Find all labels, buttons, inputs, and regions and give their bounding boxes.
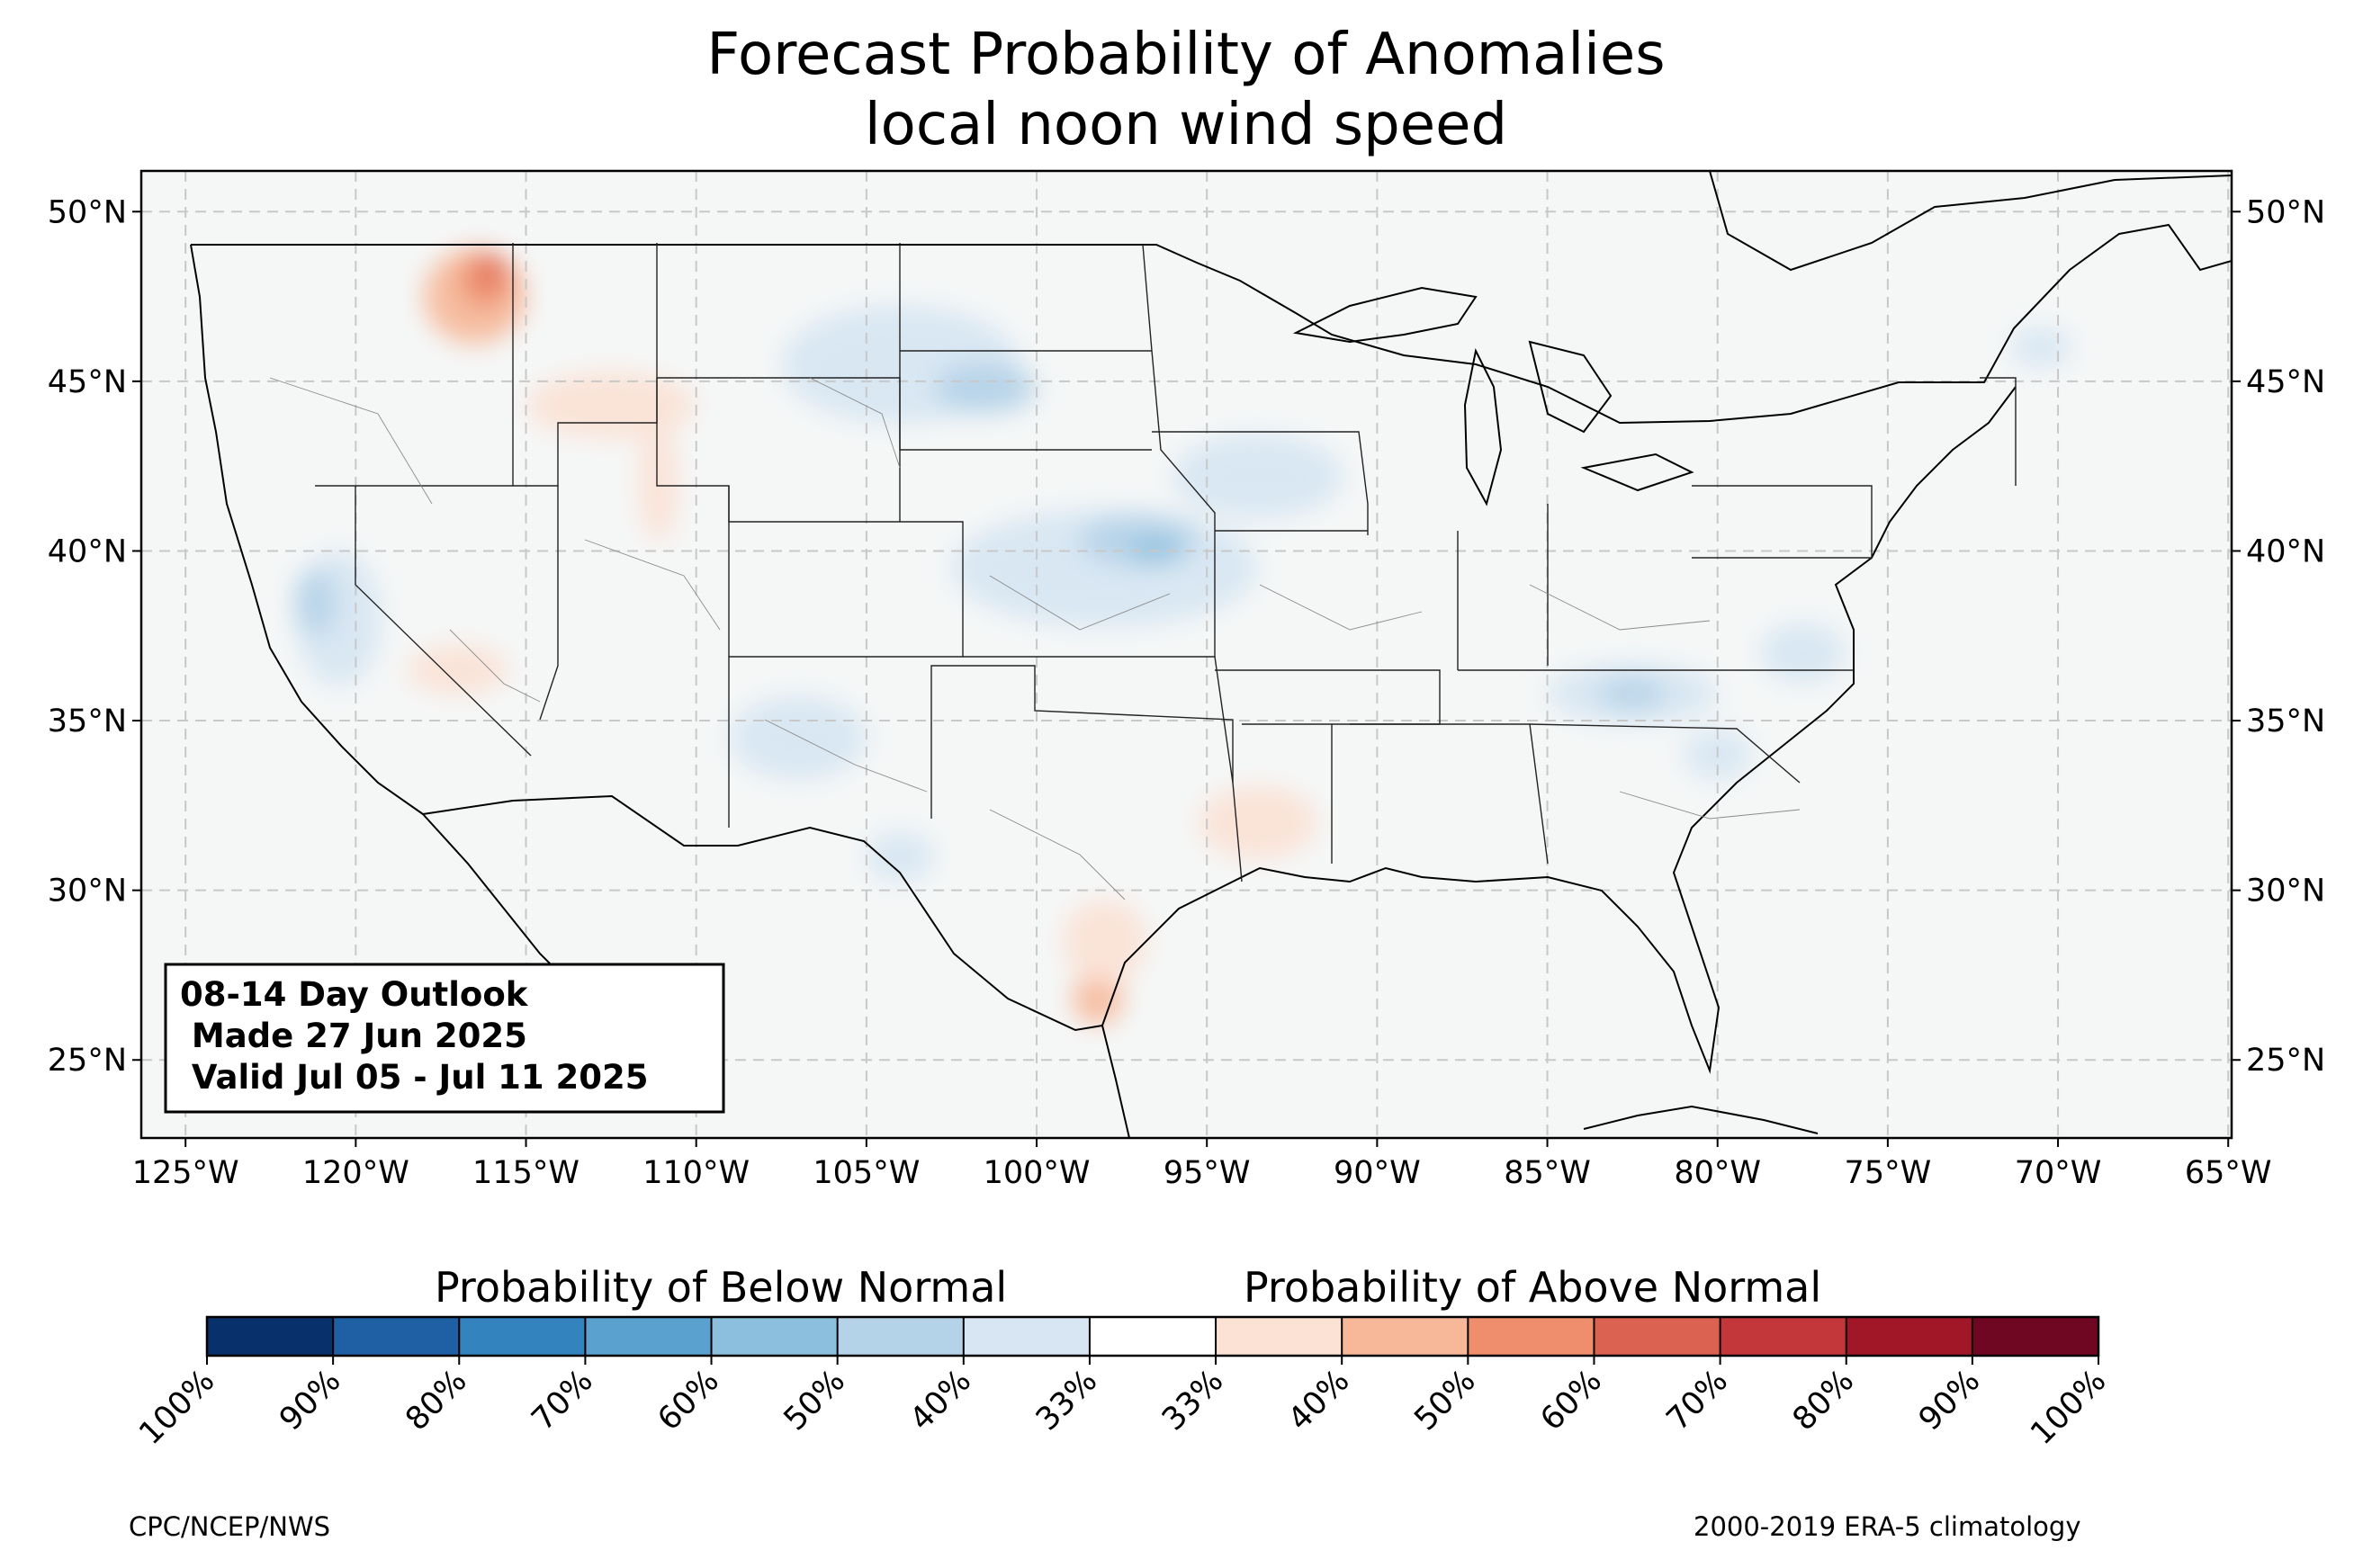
colorbar-tick-label: 80%: [399, 1363, 473, 1438]
lon-tick-label: 95°W: [1164, 1155, 1251, 1191]
colorbar-tick-label: 50%: [1407, 1363, 1482, 1438]
anomaly-region-below: [294, 568, 336, 636]
outlook-line-2: Made 27 Jun 2025: [180, 1017, 527, 1055]
geography-outlines: [190, 171, 2232, 1138]
colorbar-tick-label: 33%: [1029, 1363, 1104, 1438]
below-normal-label: Probability of Below Normal: [435, 1263, 1008, 1312]
county-lines: [269, 377, 1801, 900]
lat-tick-label-right: 40°N: [2246, 533, 2325, 569]
anomaly-region-above: [481, 255, 503, 283]
colorbar-segment: [1720, 1317, 1847, 1356]
lat-tick-label-right: 30°N: [2246, 874, 2325, 909]
colorbar-tick-label: 60%: [651, 1363, 726, 1438]
lat-tick-label-left: 40°N: [48, 533, 127, 569]
colorbar-segment: [963, 1317, 1091, 1356]
lake-erie: [1580, 452, 1694, 492]
us-canada-border: [191, 223, 2232, 425]
lat-tick-label-left: 45°N: [48, 364, 127, 400]
colorbar-tick-label: 40%: [1281, 1363, 1356, 1438]
credit-left: CPC/NCEP/NWS: [129, 1511, 331, 1542]
lon-tick-label: 105°W: [813, 1155, 920, 1191]
colorbar-segment: [1468, 1317, 1595, 1356]
lat-tick-label-left: 35°N: [48, 703, 127, 739]
anomaly-layer: [294, 248, 2072, 1025]
lon-tick-label: 120°W: [302, 1155, 409, 1191]
anomaly-region-below: [934, 363, 1038, 414]
colorbar-tick-label: 90%: [273, 1363, 347, 1438]
anomaly-region-above: [1198, 784, 1318, 860]
colorbar-segment: [1216, 1317, 1343, 1356]
colorbar-segment: [711, 1317, 839, 1356]
anomaly-region-above: [1062, 899, 1147, 984]
anomaly-region-below: [2010, 327, 2072, 368]
title-line-1: Forecast Probability of Anomalies: [706, 22, 1666, 88]
lat-tick-label-left: 50°N: [48, 194, 127, 230]
colorbar-tick-label: 60%: [1534, 1363, 1609, 1438]
anomaly-region-above: [1072, 973, 1124, 1025]
colorbar: [205, 1315, 2100, 1357]
lat-tick-label-left: 30°N: [48, 874, 127, 909]
lon-tick-label: 80°W: [1674, 1155, 1761, 1191]
colorbar-tick-label: 100%: [132, 1363, 221, 1452]
colorbar-segment: [459, 1317, 586, 1356]
colorbar-tick-label: 90%: [1912, 1363, 1987, 1438]
lon-tick-label: 110°W: [642, 1155, 750, 1191]
latitude-ticks: 50°N 50°N 45°N 45°N 40°N 40°N 35°N 35°N 30°N 30°N…: [48, 194, 2325, 1079]
colorbar-segment: [1342, 1317, 1469, 1356]
colorbar-tick-label: 33%: [1155, 1363, 1230, 1438]
longitude-ticks: 125°W 120°W 115°W 110°W 105°W 100°W 95°W 90°W 85…: [132, 1138, 2272, 1191]
lon-tick-label: 65°W: [2185, 1155, 2272, 1191]
colorbar-tick-label: 100%: [2024, 1363, 2113, 1452]
outlook-line-3: Valid Jul 05 - Jul 11 2025: [180, 1058, 649, 1097]
canada-coast: [1709, 171, 2232, 272]
anomaly-region-above: [526, 371, 696, 439]
colorbar-tick-label: 70%: [1660, 1363, 1735, 1438]
state-borders: [315, 243, 2017, 883]
anomaly-region-above: [407, 644, 509, 695]
colorbar-segment: [1089, 1317, 1217, 1356]
lat-tick-label-right: 35°N: [2246, 703, 2325, 739]
cuba-outline: [1583, 1105, 1819, 1134]
anomaly-region-below: [730, 694, 867, 781]
above-normal-label: Probability of Above Normal: [1244, 1263, 1822, 1312]
outlook-line-1: 08-14 Day Outlook: [180, 975, 529, 1014]
colorbar-segment: [1594, 1317, 1721, 1356]
colorbar-tick-label: 40%: [903, 1363, 978, 1438]
colorbar-tick-label: 80%: [1786, 1363, 1861, 1438]
lake-superior: [1292, 286, 1478, 344]
lat-tick-label-right: 25°N: [2246, 1043, 2325, 1079]
colorbar-tick-label: 50%: [777, 1363, 852, 1438]
anomaly-region-above: [638, 424, 679, 543]
colorbar-segment: [207, 1317, 334, 1356]
lat-tick-label-right: 45°N: [2246, 364, 2325, 400]
lat-tick-label-right: 50°N: [2246, 194, 2325, 230]
colorbar-tick-label: 70%: [525, 1363, 599, 1438]
lon-tick-label: 85°W: [1504, 1155, 1591, 1191]
lat-tick-label-left: 25°N: [48, 1043, 127, 1079]
west-coastline: [190, 244, 424, 815]
credit-right: 2000-2019 ERA-5 climatology: [1694, 1511, 2081, 1542]
lon-tick-label: 125°W: [132, 1155, 239, 1191]
map-frame: [139, 169, 2233, 1140]
title-line-2: local noon wind speed: [864, 92, 1508, 158]
colorbar-segment: [585, 1317, 713, 1356]
anomaly-region-below: [866, 830, 935, 883]
lon-tick-label: 75°W: [1845, 1155, 1932, 1191]
outlook-box: 08-14 Day Outlook Made 27 Jun 2025 Valid…: [164, 963, 725, 1114]
colorbar-segment: [1846, 1317, 1973, 1356]
southern-border: [422, 386, 2017, 1074]
anomaly-region-below: [1173, 434, 1343, 519]
lon-tick-label: 70°W: [2015, 1155, 2102, 1191]
lon-tick-label: 100°W: [984, 1155, 1091, 1191]
anomaly-region-below: [1598, 677, 1667, 709]
lon-tick-label: 115°W: [472, 1155, 580, 1191]
colorbar-segment: [333, 1317, 460, 1356]
lake-michigan: [1463, 347, 1503, 506]
lake-huron: [1528, 340, 1613, 434]
colorbar-segment: [1972, 1317, 2099, 1356]
anomaly-region-below: [1760, 622, 1846, 684]
lon-tick-label: 90°W: [1334, 1155, 1421, 1191]
colorbar-segment: [837, 1317, 965, 1356]
